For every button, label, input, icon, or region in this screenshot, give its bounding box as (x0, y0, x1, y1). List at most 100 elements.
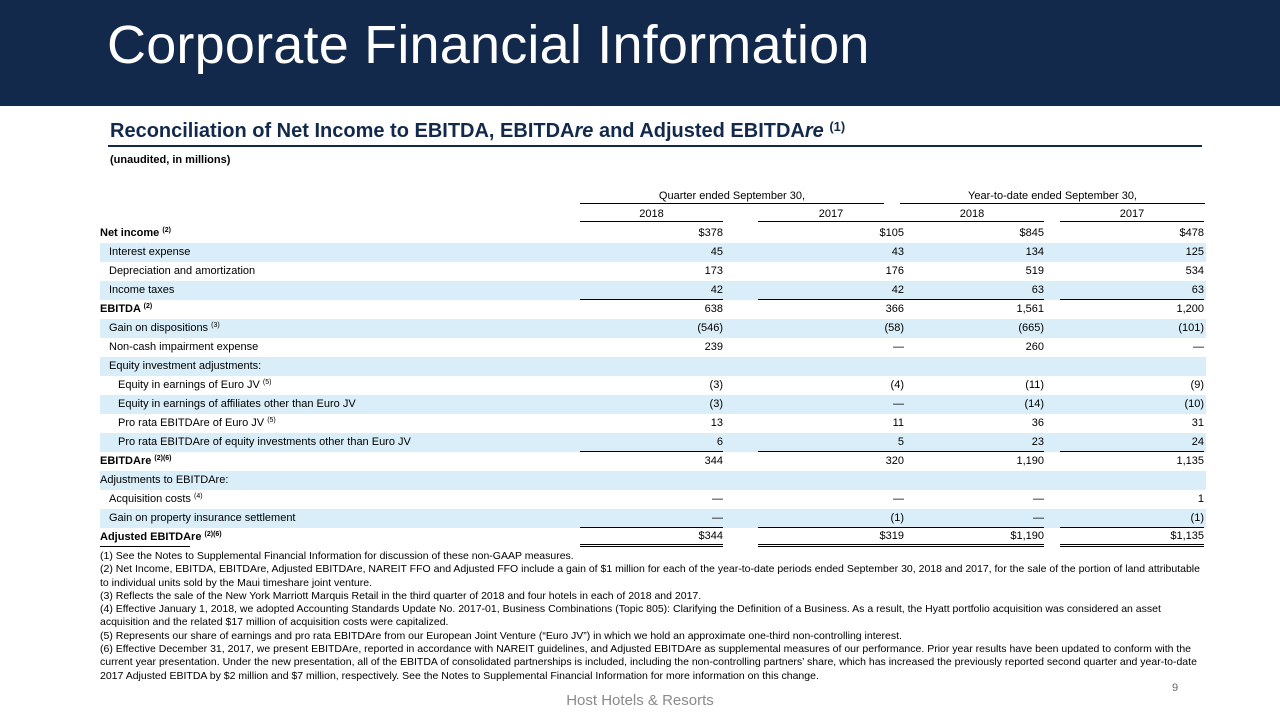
table-row: Non-cash impairment expense 239 — 260 — (100, 338, 1206, 357)
cell-value: 42 (580, 281, 723, 300)
footer-company: Host Hotels & Resorts (566, 692, 714, 709)
cell-value: (11) (1025, 379, 1044, 391)
cell-value: (101) (1178, 322, 1204, 334)
cell-value: 5 (758, 433, 904, 452)
cell-value: $319 (758, 528, 904, 547)
cell-value: (546) (697, 322, 723, 334)
cell-value: 36 (1031, 417, 1044, 429)
row-label: Depreciation and amortization (109, 265, 256, 277)
column-year-ytd2017: 2017 (1060, 208, 1204, 222)
table-row: Acquisition costs (4) — — — 1 (100, 490, 1206, 509)
cell-value: 176 (885, 265, 904, 277)
title-part-2: and Adjusted EBITDA (593, 120, 805, 142)
cell-value: 366 (885, 303, 904, 315)
row-label: Adjusted EBITDAre (2)(6) (100, 531, 222, 543)
cell-value: $1,190 (900, 528, 1044, 547)
title-re-1: re (574, 120, 594, 142)
cell-value: — (1193, 341, 1204, 353)
cell-value: 45 (710, 246, 723, 258)
cell-value: $105 (879, 227, 904, 239)
title-underline (108, 145, 1202, 147)
page-number: 9 (1172, 682, 1179, 694)
cell-value: 1,190 (1016, 455, 1044, 467)
cell-value: 125 (1185, 246, 1204, 258)
cell-value: $378 (698, 227, 723, 239)
title-re-2: re (804, 120, 824, 142)
cell-value: $845 (1019, 227, 1044, 239)
cell-value: 239 (704, 341, 723, 353)
title-part-1: Reconciliation of Net Income to EBITDA, … (110, 120, 575, 142)
cell-value: 24 (1060, 433, 1204, 452)
table-row: EBITDAre (2)(6) 344 320 1,190 1,135 (100, 452, 1206, 471)
row-label: Income taxes (109, 284, 175, 296)
footnotes: (1) See the Notes to Supplemental Financ… (100, 550, 1200, 683)
table-row: Depreciation and amortization 173 176 51… (100, 262, 1206, 281)
table-row: Income taxes 42 42 63 63 (100, 281, 1206, 300)
table-row: Adjusted EBITDAre (2)(6) $344 $319 $1,19… (100, 528, 1206, 547)
cell-value: 1,135 (1176, 455, 1204, 467)
table-row: Equity in earnings of affiliates other t… (100, 395, 1206, 414)
table-row: Gain on property insurance settlement — … (100, 509, 1206, 528)
row-label: EBITDA (2) (100, 303, 153, 315)
cell-value: $1,135 (1060, 528, 1204, 547)
cell-value: (9) (1190, 379, 1204, 391)
cell-value: — (893, 398, 904, 410)
row-label: Gain on dispositions (3) (109, 322, 220, 334)
cell-value: 13 (710, 417, 723, 429)
row-label: Equity investment adjustments: (109, 360, 262, 372)
cell-value: (3) (709, 398, 723, 410)
notes-divider (100, 546, 190, 547)
cell-value: — (893, 493, 904, 505)
cell-value: 6 (580, 433, 723, 452)
title-footnote: (1) (829, 119, 846, 134)
cell-value: 173 (704, 265, 723, 277)
cell-value: 42 (758, 281, 904, 300)
cell-value: — (712, 493, 723, 505)
footnote: (1) See the Notes to Supplemental Financ… (100, 550, 574, 562)
footnote: (2) Net Income, EBITDA, EBITDAre, Adjust… (100, 563, 1200, 589)
cell-value: (665) (1018, 322, 1044, 334)
cell-value: 11 (892, 417, 904, 429)
column-group-quarter: Quarter ended September 30, (580, 190, 884, 204)
cell-value: 134 (1025, 246, 1044, 258)
footnote: (4) Effective January 1, 2018, we adopte… (100, 603, 1161, 629)
cell-value: 519 (1025, 265, 1044, 277)
cell-value: — (900, 509, 1044, 528)
row-label: EBITDAre (2)(6) (100, 455, 172, 467)
cell-value: 534 (1185, 265, 1204, 277)
header-banner: Corporate Financial Information (0, 0, 1280, 106)
cell-value: (1) (1060, 509, 1204, 528)
cell-value: — (580, 509, 723, 528)
cell-value: (1) (758, 509, 904, 528)
table-row: Net income (2) $378 $105 $845 $478 (100, 224, 1206, 243)
row-label: Non-cash impairment expense (109, 341, 259, 353)
cell-value: 63 (900, 281, 1044, 300)
reconciliation-table: Net income (2) $378 $105 $845 $478 Inter… (100, 224, 1206, 547)
footnote: (3) Reflects the sale of the New York Ma… (100, 589, 702, 602)
cell-value: 23 (900, 433, 1044, 452)
row-label: Equity in earnings of Euro JV (5) (118, 379, 272, 391)
cell-value: (10) (1184, 398, 1204, 410)
column-year-q2017: 2017 (758, 208, 904, 222)
cell-value: (58) (884, 322, 904, 334)
cell-value: 1 (1197, 493, 1204, 505)
footnote: (6) Effective December 31, 2017, we pres… (100, 643, 1197, 682)
cell-value: 638 (704, 303, 723, 315)
column-year-ytd2018: 2018 (900, 208, 1044, 222)
cell-value: 1,561 (1016, 303, 1044, 315)
table-row: Interest expense 45 43 134 125 (100, 243, 1206, 262)
table-row: Pro rata EBITDAre of Euro JV (5) 13 11 3… (100, 414, 1206, 433)
table-row: Gain on dispositions (3) (546) (58) (665… (100, 319, 1206, 338)
unaudited-note: (unaudited, in millions) (110, 154, 231, 166)
row-label: Interest expense (109, 246, 191, 258)
row-label: Pro rata EBITDAre of equity investments … (118, 436, 411, 448)
row-label: Net income (2) (100, 227, 171, 239)
page-title: Corporate Financial Information (107, 15, 870, 75)
cell-value: — (893, 341, 904, 353)
column-year-q2018: 2018 (580, 208, 723, 222)
row-label: Equity in earnings of affiliates other t… (118, 398, 356, 410)
table-row: Adjustments to EBITDAre: (100, 471, 1206, 490)
cell-value: (3) (709, 379, 723, 391)
table-row: EBITDA (2) 638 366 1,561 1,200 (100, 300, 1206, 319)
cell-value: (4) (890, 379, 904, 391)
